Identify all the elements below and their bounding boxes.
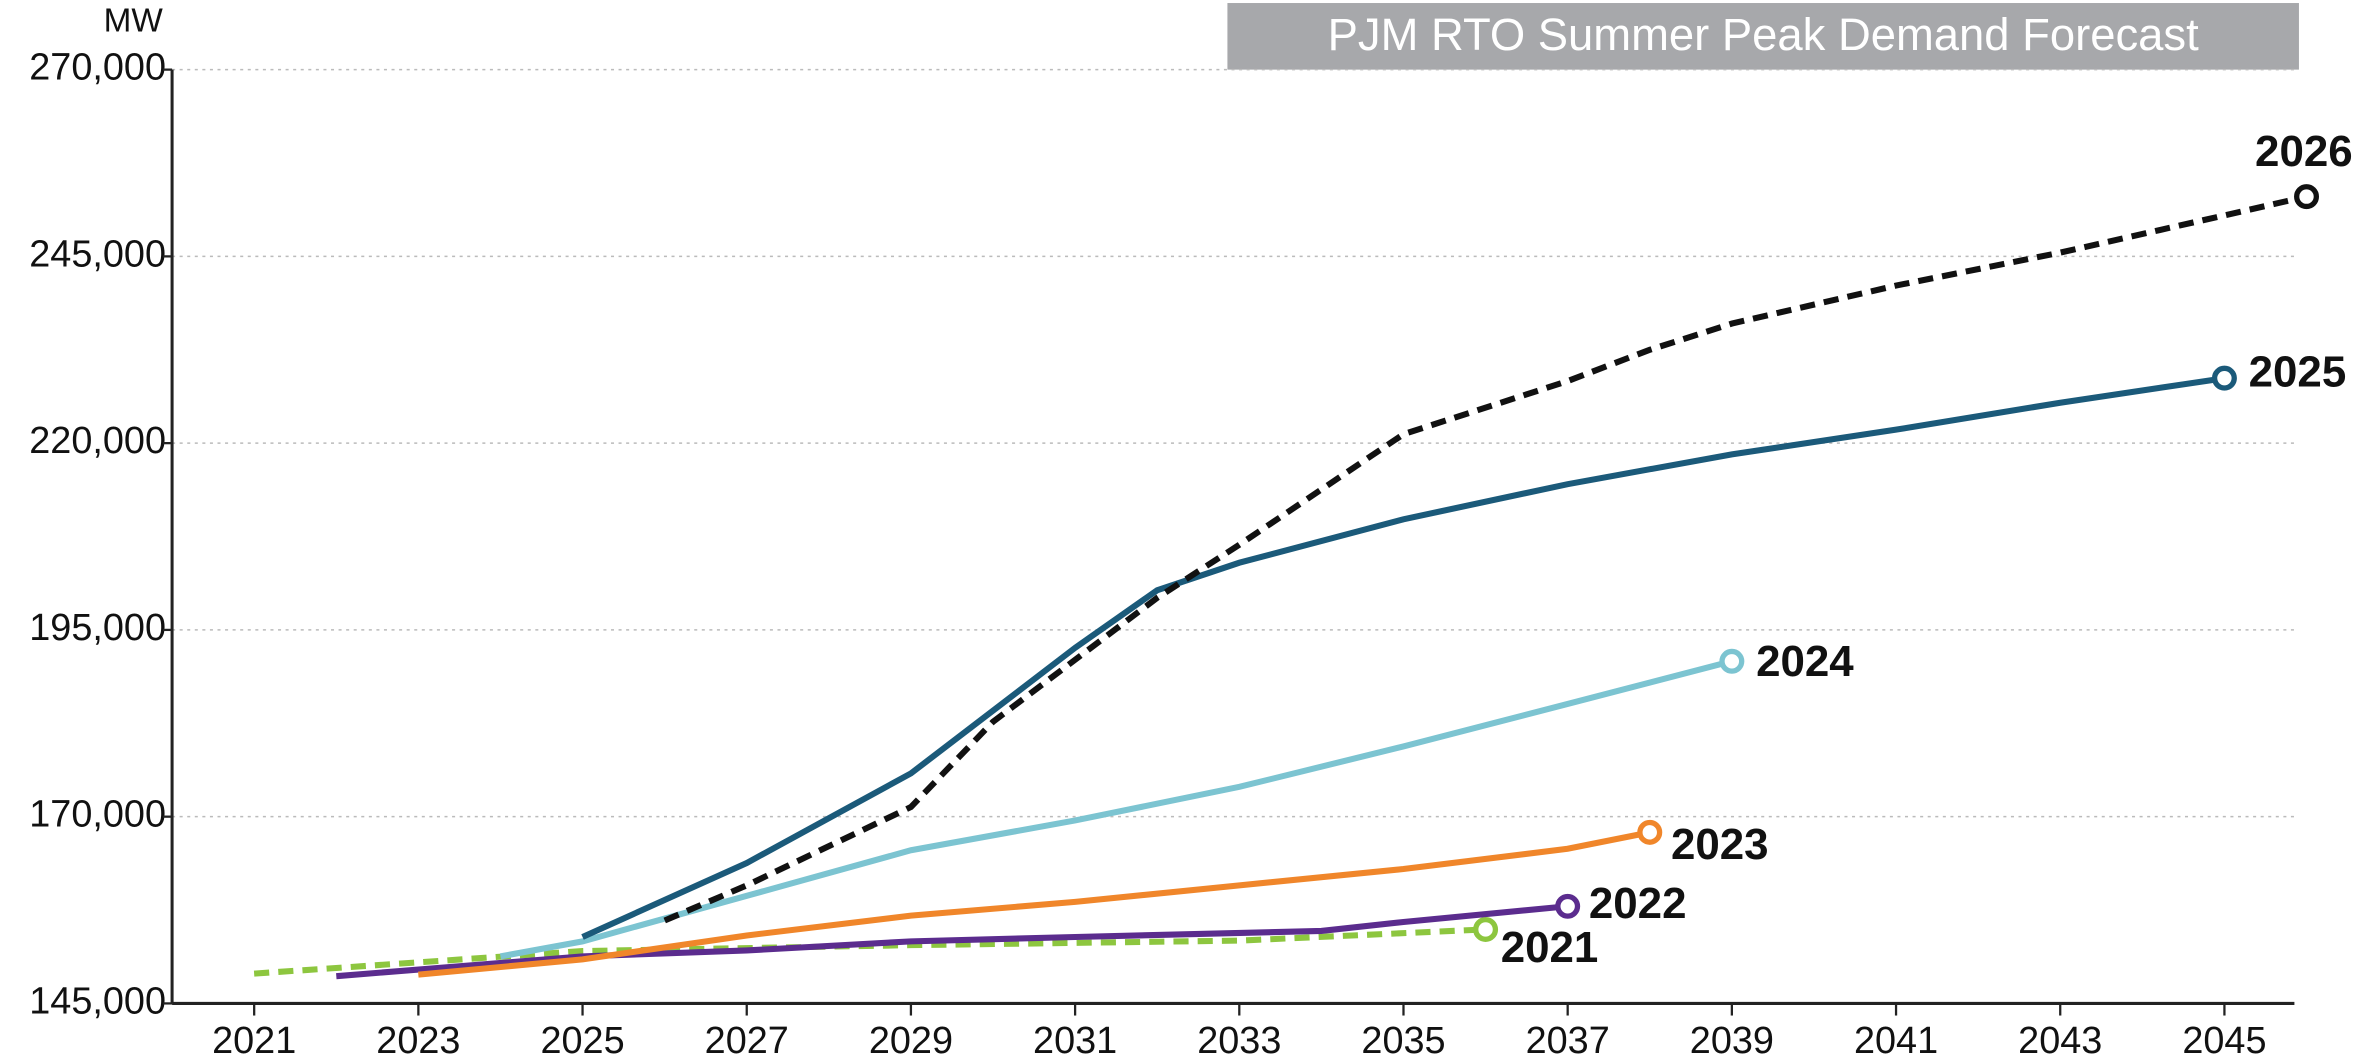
- x-tick-label: 2029: [869, 1020, 953, 1062]
- x-tick-label: 2023: [376, 1020, 460, 1062]
- x-tick-label: 2033: [1197, 1020, 1281, 1062]
- end-marker: [2294, 184, 2320, 210]
- chart-title: PJM RTO Summer Peak Demand Forecast: [1328, 9, 2199, 60]
- series-label: 2021: [1501, 923, 1599, 972]
- y-tick-label: 220,000: [29, 420, 166, 462]
- x-tick-label: 2031: [1033, 1020, 1117, 1062]
- x-tick-label: 2027: [705, 1020, 789, 1062]
- x-tick-label: 2021: [212, 1020, 296, 1062]
- x-tick-label: 2037: [1526, 1020, 1610, 1062]
- x-tick-label: 2041: [1854, 1020, 1938, 1062]
- series-line: [499, 658, 1733, 960]
- end-marker: [1555, 893, 1581, 919]
- series-label: 2022: [1589, 879, 1687, 928]
- y-axis-label: MW: [104, 3, 164, 40]
- y-tick-label: 270,000: [29, 47, 166, 89]
- end-marker: [1473, 916, 1499, 942]
- series-line: [663, 193, 2308, 924]
- x-tick-label: 2039: [1690, 1020, 1774, 1062]
- end-marker: [2211, 365, 2237, 391]
- end-marker: [1637, 819, 1663, 845]
- x-tick-label: 2045: [2182, 1020, 2266, 1062]
- series-label: 2026: [2255, 127, 2353, 176]
- x-tick-label: 2035: [1361, 1020, 1445, 1062]
- series-line: [581, 375, 2225, 940]
- series-line: [253, 926, 1486, 977]
- y-tick-label: 195,000: [29, 607, 166, 649]
- series-label: 2023: [1671, 820, 1769, 869]
- title-box: [1227, 3, 2299, 70]
- y-tick-label: 170,000: [29, 794, 166, 836]
- series-label: 2024: [1756, 637, 1854, 686]
- y-tick-label: 245,000: [29, 233, 166, 275]
- y-tick-label: 145,000: [29, 980, 166, 1022]
- x-tick-label: 2025: [540, 1020, 624, 1062]
- end-marker: [1719, 648, 1745, 674]
- series-line: [418, 829, 1651, 978]
- x-tick-label: 2043: [2018, 1020, 2102, 1062]
- series-label: 2025: [2249, 348, 2347, 397]
